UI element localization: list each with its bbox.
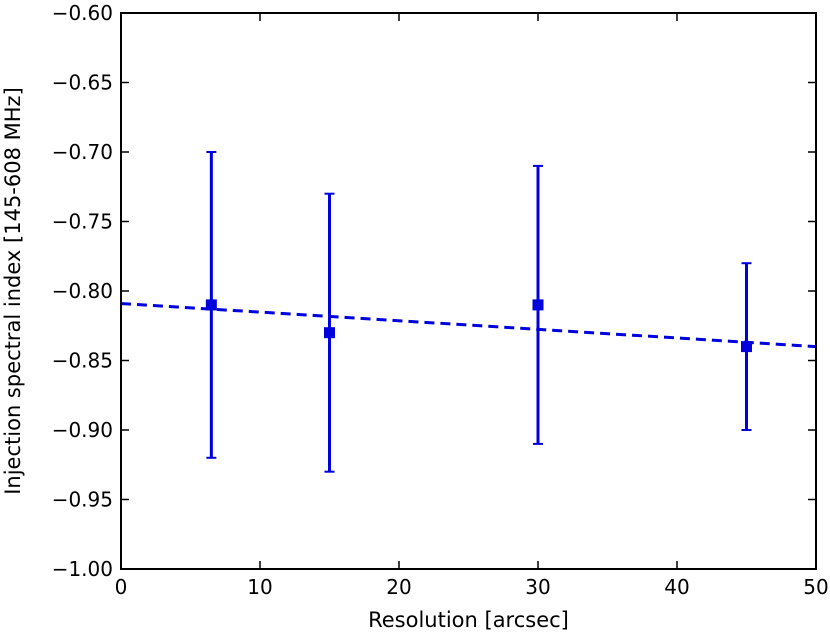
fit-line-layer xyxy=(120,302,817,349)
y-tick-label: −0.85 xyxy=(52,349,113,373)
y-tick-label: −0.95 xyxy=(52,488,113,512)
x-tick-label: 50 xyxy=(803,575,828,599)
data-point-marker xyxy=(741,341,752,353)
x-tick-label: 40 xyxy=(664,575,689,599)
y-axis-label: Injection spectral index [145-608 MHz] xyxy=(1,87,25,495)
x-tick-label: 20 xyxy=(386,575,411,599)
y-tick-label: −0.80 xyxy=(52,279,113,303)
fit-line xyxy=(120,302,817,349)
data-point-marker xyxy=(324,327,335,339)
errorbar-layer xyxy=(206,151,752,473)
x-axis-ticks: 0 10 20 30 40 50 xyxy=(115,13,829,599)
plot-frame xyxy=(120,12,817,570)
data-point-marker xyxy=(532,299,544,311)
y-tick-label: −0.60 xyxy=(52,1,113,25)
y-tick-label: −0.90 xyxy=(52,418,113,442)
y-tick-label: −1.00 xyxy=(52,557,113,581)
y-tick-label: −0.75 xyxy=(52,210,113,234)
y-tick-label: −0.70 xyxy=(52,140,113,164)
x-tick-label: 0 xyxy=(115,575,128,599)
marker-layer xyxy=(205,299,752,353)
x-axis-label: Resolution [arcsec] xyxy=(368,608,569,632)
x-tick-label: 30 xyxy=(525,575,550,599)
data-point-marker xyxy=(205,299,217,311)
x-tick-label: 10 xyxy=(247,575,272,599)
y-tick-label: −0.65 xyxy=(52,71,113,95)
y-axis-ticks: −0.60 −0.65 −0.70 −0.75 −0.80 −0.85 −0.90 −0.95… xyxy=(52,1,816,581)
